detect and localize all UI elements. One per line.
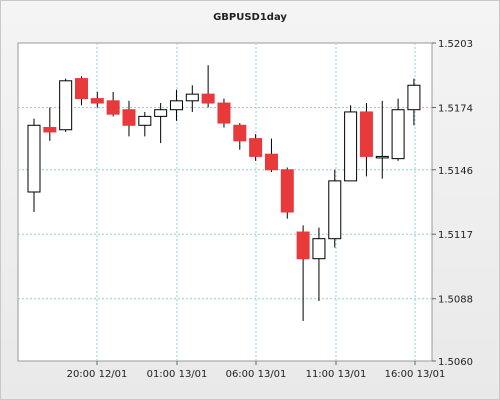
candle [27,118,41,213]
y-tick-label: 1.5060 [438,357,473,368]
y-tick-label: 1.5088 [438,295,473,306]
candle-body-down [106,100,120,115]
candle-body-down [249,138,263,157]
candle [391,98,405,161]
x-tick-label: 01:00 13/01 [147,369,208,380]
grid-lines [18,43,432,361]
candle [217,98,231,128]
candle [375,100,389,179]
candle-body-down [359,111,373,157]
x-axis: 20:00 12/01 01:00 13/01 06:00 13/01 11:00 1… [67,361,446,380]
candle-body-down [90,98,104,104]
candle-body-up [391,109,405,160]
candle [233,123,247,150]
candle [138,111,152,137]
candle [169,89,183,121]
candle [201,65,215,108]
x-tick-label: 06:00 13/01 [226,369,287,380]
candle-body-down [122,109,136,126]
candle-body-down [217,102,231,124]
candle [74,76,88,106]
y-tick-label: 1.5174 [438,103,473,114]
x-tick-label: 11:00 13/01 [306,369,367,380]
candle [359,103,373,177]
candle-body-up [407,84,421,111]
y-tick-label: 1.5146 [438,166,473,177]
candle-body-down [280,169,294,213]
candle-body-down [233,124,247,142]
candle [43,107,57,141]
candle [90,91,104,108]
chart-title: GBPUSD1day [213,12,287,23]
candle-body-up [344,111,358,182]
candle [344,105,358,182]
candle [185,85,199,112]
x-tick-label: 16:00 13/01 [385,369,446,380]
candle-body-up [312,238,326,260]
candle-body-up [138,115,152,126]
candle [59,78,73,132]
candle [280,167,294,219]
candle-body-up [169,100,183,111]
y-tick-label: 1.5117 [438,230,473,241]
candle [106,91,120,117]
candle [312,227,326,301]
candle-body-up [59,80,73,131]
candle-body-down [296,231,310,260]
candle-body-up [185,93,199,102]
candle [249,134,263,161]
candle-body-down [43,127,57,133]
candle [407,78,421,126]
candle-body-up [375,155,389,159]
candle-body-up [154,109,168,117]
candle-body-down [264,153,278,171]
candles [27,65,421,321]
candle [122,100,136,137]
candle [154,103,168,144]
y-tick-label: 1.5203 [438,39,473,50]
x-tick-label: 20:00 12/01 [67,369,128,380]
candle-body-down [201,93,215,104]
candle [264,138,278,172]
candle [328,169,342,248]
y-axis: 1.5060 1.5088 1.5117 1.5146 1.5174 1.5203 [432,39,473,368]
candle [296,225,310,321]
candle-body-up [27,124,41,193]
candle-body-down [74,78,88,100]
candle-body-up [328,180,342,240]
